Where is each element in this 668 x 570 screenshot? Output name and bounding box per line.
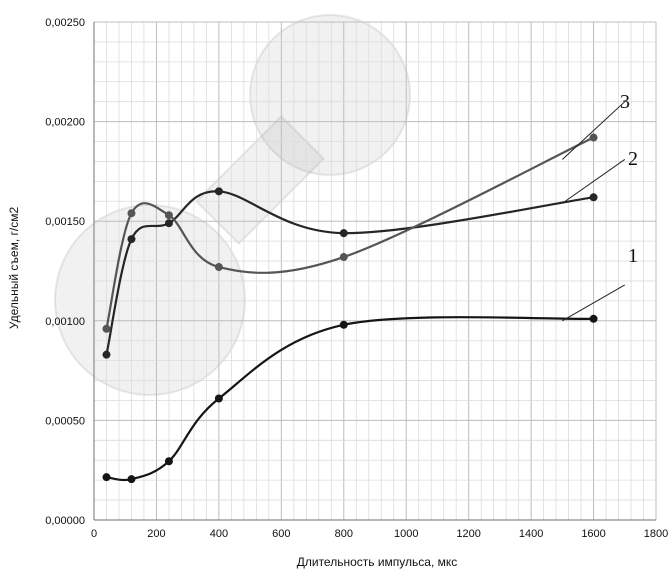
x-tick-label: 800 xyxy=(335,528,353,540)
series-2-point xyxy=(102,350,111,359)
watermark-shape xyxy=(54,204,246,396)
series-3-point xyxy=(102,324,111,333)
series-2-point xyxy=(589,193,598,202)
series-2-leader-line xyxy=(562,159,626,204)
x-tick-label: 1600 xyxy=(581,528,605,540)
x-tick-label: 400 xyxy=(210,528,228,540)
x-tick-label: 1200 xyxy=(456,528,480,540)
series-layer xyxy=(102,133,598,484)
series-3-point xyxy=(164,211,173,220)
x-tick-label: 600 xyxy=(272,528,290,540)
series-1-label: 1 xyxy=(628,245,638,267)
x-tick-label: 1800 xyxy=(644,528,668,540)
x-tick-label: 1400 xyxy=(519,528,543,540)
x-tick-label: 0 xyxy=(91,528,97,540)
series-3-point xyxy=(589,133,598,142)
y-tick-label: 0,00200 xyxy=(45,117,85,129)
y-axis-title: Удельный съем, г/см2 xyxy=(7,207,21,330)
series-1-point xyxy=(589,314,598,323)
watermark-shape xyxy=(249,14,411,176)
series-3-point xyxy=(127,209,136,218)
axes: 0 200 400 600 800 1000 1200 1400 1600 1800 0,00000… xyxy=(45,17,668,540)
watermark xyxy=(54,14,411,396)
curve-labels: 1 2 3 xyxy=(561,91,638,322)
series-1-point xyxy=(127,475,136,484)
y-tick-label: 0,00150 xyxy=(45,216,85,228)
series-1-leader-line xyxy=(562,284,626,322)
y-tick-label: 0,00250 xyxy=(45,17,85,29)
series-2-point xyxy=(164,219,173,228)
series-2-point xyxy=(339,229,348,238)
y-tick-label: 0,00100 xyxy=(45,316,85,328)
series-1-point xyxy=(214,394,223,403)
series-1-point xyxy=(164,457,173,466)
y-tick-label: 0,00050 xyxy=(45,415,85,427)
series-1-point xyxy=(339,320,348,329)
x-tick-label: 1000 xyxy=(394,528,418,540)
series-3-label: 3 xyxy=(620,91,630,113)
series-3-point xyxy=(339,253,348,262)
series-2-point xyxy=(214,187,223,196)
y-tick-label: 0,00000 xyxy=(45,515,85,527)
x-tick-label: 200 xyxy=(147,528,165,540)
series-2-point xyxy=(127,235,136,244)
series-3-leader-line xyxy=(561,101,626,160)
series-1-point xyxy=(102,473,111,482)
series-2-label: 2 xyxy=(628,148,638,170)
x-axis-title: Длительность импульса, мкс xyxy=(297,555,458,569)
series-3-point xyxy=(214,263,223,272)
